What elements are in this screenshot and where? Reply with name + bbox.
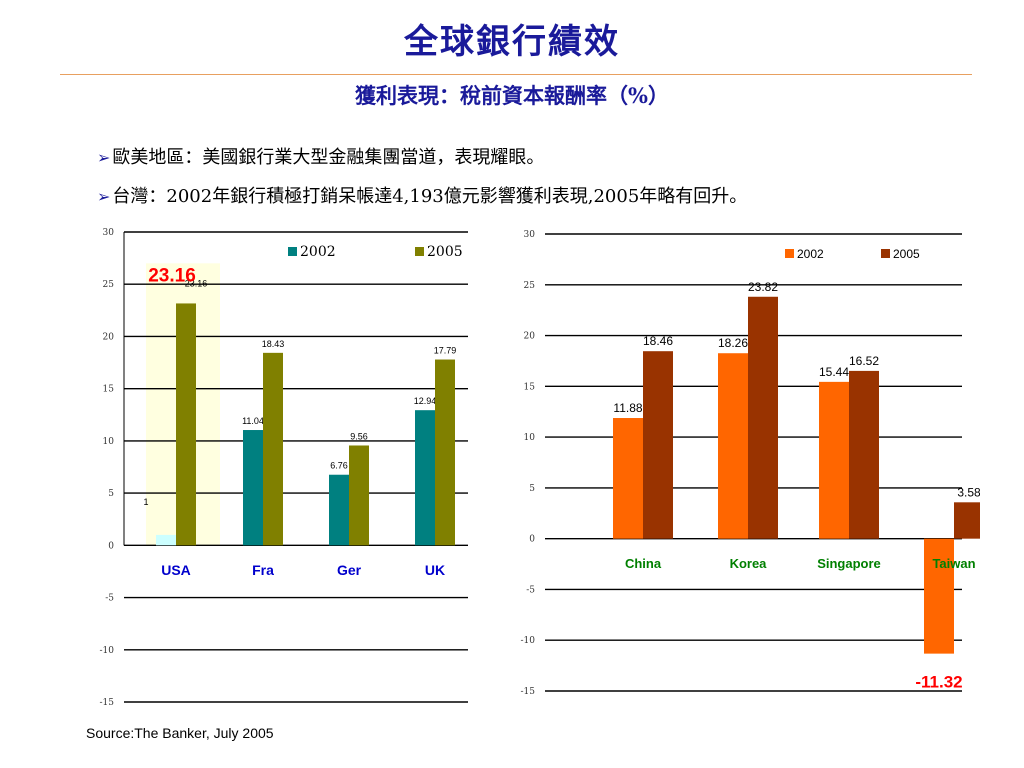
bar-fra-2002: [243, 430, 263, 546]
source-note: Source:The Banker, July 2005: [86, 725, 274, 741]
bar-uk-2002: [415, 410, 435, 546]
y-tick-label: -15: [521, 687, 536, 697]
category-label: Singapore: [817, 556, 881, 571]
category-label: China: [625, 556, 662, 571]
bar-ger-2005: [349, 445, 369, 546]
bar-ger-2002: [329, 474, 349, 546]
bullet-text: 台灣：2002年銀行積極打銷呆帳達4,193億元影響獲利表現,2005年略有回升…: [112, 186, 748, 207]
category-label: Korea: [730, 556, 768, 571]
legend-swatch: [415, 247, 424, 256]
category-label: Taiwan: [932, 556, 975, 571]
y-tick-label: -10: [521, 636, 536, 646]
y-tick-label: 20: [524, 332, 536, 342]
bullet-text: 歐美地區：美國銀行業大型金融集團當道，表現耀眼。: [112, 147, 545, 168]
data-label: 3.58: [957, 485, 980, 499]
bar-usa-2002: [156, 534, 176, 546]
data-label: 18.43: [262, 339, 285, 349]
data-label: 18.46: [643, 334, 673, 348]
bar-korea-2002: [718, 353, 748, 539]
y-tick-label: -5: [105, 594, 114, 604]
data-label: 15.44: [819, 365, 849, 379]
y-tick-label: 5: [529, 484, 535, 494]
data-label: 11.88: [613, 401, 642, 415]
category-label: Ger: [337, 562, 362, 578]
highlight-label: -11.32: [915, 673, 962, 692]
data-label: 23.16: [185, 278, 208, 288]
arrow-bullet-icon: ➢: [97, 148, 111, 167]
bar-fra-2005: [263, 352, 283, 546]
y-tick-label: 0: [108, 541, 114, 551]
highlight-label: 23.16: [148, 265, 196, 286]
data-label: 16.52: [849, 354, 879, 368]
y-tick-label: 30: [524, 230, 536, 240]
page-subtitle: 獲利表現：稅前資本報酬率（%）: [355, 83, 669, 108]
legend-label: 2002: [797, 247, 824, 261]
category-label: Fra: [252, 562, 274, 578]
y-tick-label: 5: [108, 489, 114, 499]
y-tick-label: 15: [103, 385, 115, 395]
arrow-bullet-icon: ➢: [97, 187, 111, 206]
legend-label: 2005: [427, 244, 463, 260]
data-label: 12.94: [414, 396, 437, 406]
data-label: 6.76: [330, 461, 348, 471]
data-label: 1: [143, 497, 148, 507]
y-tick-label: 30: [103, 228, 115, 238]
y-tick-label: -15: [100, 698, 115, 708]
data-label: 18.26: [718, 336, 748, 350]
data-label: 9.56: [350, 431, 368, 441]
y-tick-label: 20: [103, 332, 115, 342]
title-divider: [60, 74, 972, 75]
bar-china-2005: [643, 351, 673, 539]
chart-asia-roe: 30 25 20 15 10 5 0 -5 -10 -15 11.88 18.46 China 18.26…: [521, 230, 980, 697]
bar-korea-2005: [748, 296, 778, 539]
bar-singapore-2005: [849, 370, 879, 539]
y-tick-label: 0: [529, 535, 535, 545]
y-tick-label: 25: [103, 280, 115, 290]
data-label: 11.04: [242, 416, 264, 426]
bar-taiwan-2005: [954, 502, 980, 539]
legend-label: 2005: [893, 247, 920, 261]
y-tick-label: 10: [524, 433, 536, 443]
category-label: USA: [161, 562, 191, 578]
bullet-europe-us: ➢ 歐美地區：美國銀行業大型金融集團當道，表現耀眼。: [97, 143, 544, 169]
legend-swatch: [288, 247, 297, 256]
legend-swatch: [785, 249, 794, 258]
bar-taiwan-2002: [924, 538, 954, 654]
y-tick-label: -5: [526, 585, 535, 595]
bar-uk-2005: [435, 359, 455, 546]
y-tick-label: 25: [524, 281, 536, 291]
page-title: 全球銀行績效: [404, 22, 620, 62]
legend-swatch: [881, 249, 890, 258]
y-tick-label: 10: [103, 437, 115, 447]
data-label: 23.82: [748, 280, 778, 294]
data-label: 17.79: [434, 346, 457, 356]
bullet-taiwan: ➢ 台灣：2002年銀行積極打銷呆帳達4,193億元影響獲利表現,2005年略有回…: [97, 182, 747, 208]
bar-singapore-2002: [819, 381, 849, 539]
legend-label: 2002: [300, 244, 336, 260]
category-label: UK: [425, 562, 445, 578]
bar-usa-2005: [176, 303, 196, 546]
y-tick-label: 15: [524, 382, 536, 392]
bar-china-2002: [613, 418, 643, 539]
y-tick-label: -10: [100, 646, 115, 656]
